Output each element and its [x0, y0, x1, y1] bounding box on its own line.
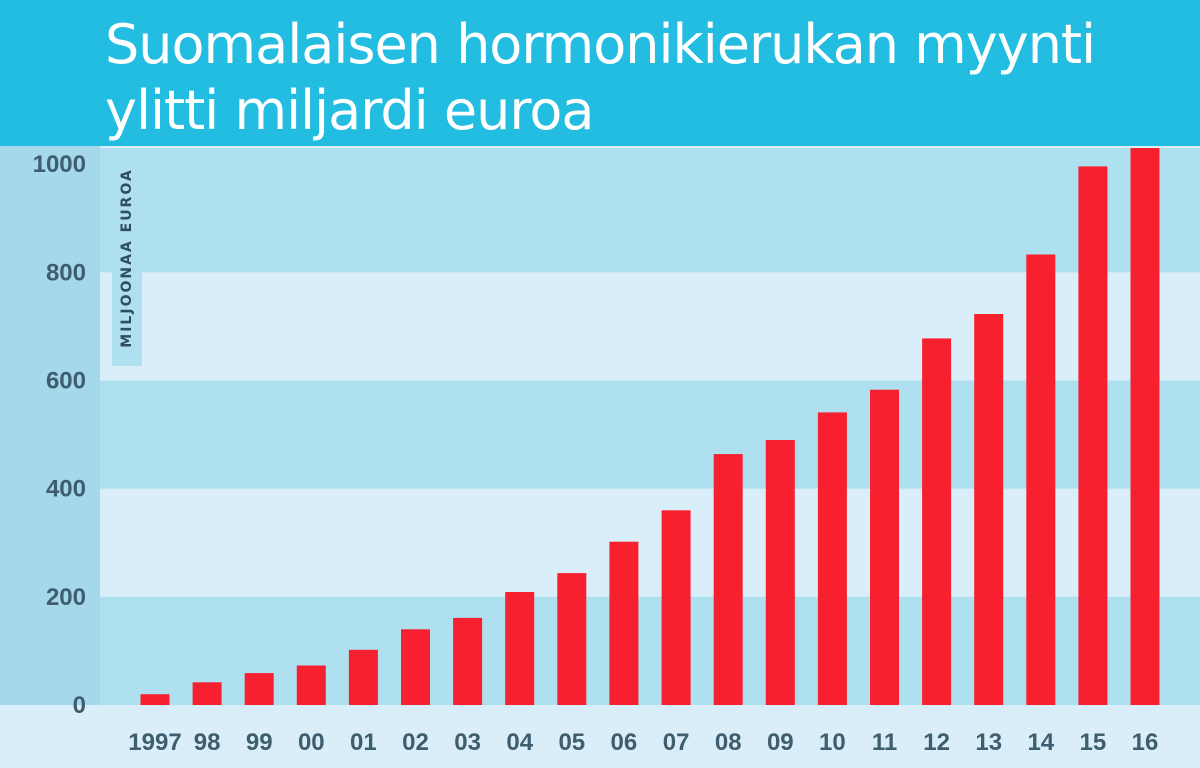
x-axis-strip — [0, 705, 1200, 768]
bar-04 — [505, 592, 535, 705]
x-tick-10: 10 — [819, 729, 846, 756]
bar-03 — [453, 617, 483, 705]
bar-06 — [609, 541, 639, 705]
chart-title: Suomalaisen hormonikierukan myynti ylitti… — [105, 12, 1096, 144]
x-tick-14: 14 — [1027, 729, 1054, 756]
x-tick-16: 16 — [1132, 729, 1159, 756]
x-tick-99: 99 — [246, 729, 273, 756]
title-bar: Suomalaisen hormonikierukan myynti ylitti… — [0, 0, 1200, 146]
y-axis-label: MILJOONAA EUROA — [119, 168, 135, 347]
bar-99 — [244, 673, 274, 705]
x-tick-03: 03 — [454, 729, 481, 756]
x-tick-11: 11 — [872, 729, 897, 756]
bar-15 — [1078, 166, 1108, 705]
chart-title-text: Suomalaisen hormonikierukan myynti ylitti… — [105, 13, 1096, 142]
x-tick-00: 00 — [298, 729, 325, 756]
y-axis-label-group: MILJOONAA EUROA — [112, 150, 142, 366]
bar-09 — [765, 440, 795, 705]
y-axis-background — [0, 146, 100, 705]
grid-bands — [0, 146, 1200, 768]
x-tick-06: 06 — [611, 729, 638, 756]
bar-13 — [974, 314, 1004, 705]
x-tick-15: 15 — [1080, 729, 1107, 756]
bar-1997 — [140, 694, 170, 705]
x-tick-13: 13 — [975, 729, 1002, 756]
x-tick-07: 07 — [663, 729, 690, 756]
bar-11 — [870, 389, 899, 705]
chart-title-line-2: ylitti miljardi euroa — [105, 79, 594, 142]
y-tick-600: 600 — [46, 368, 86, 395]
x-tick-1997: 1997 — [128, 729, 181, 756]
y-tick-800: 800 — [46, 259, 86, 286]
bar-98 — [192, 682, 222, 705]
x-tick-98: 98 — [194, 729, 221, 756]
bar-02 — [401, 629, 430, 705]
grid-band-0 — [0, 148, 1200, 273]
y-tick-labels: 0 200 400 600 800 1000 — [33, 151, 86, 719]
x-tick-05: 05 — [558, 729, 585, 756]
bar-10 — [817, 412, 847, 705]
x-tick-04: 04 — [506, 729, 533, 756]
bar-05 — [557, 573, 587, 705]
y-axis-panel — [0, 146, 100, 705]
y-axis-label-box — [112, 150, 142, 366]
bar-16 — [1130, 148, 1160, 705]
bars — [140, 148, 1160, 705]
bar-07 — [661, 510, 691, 705]
chart-title-line-1: Suomalaisen hormonikierukan myynti — [105, 13, 1096, 76]
bar-08 — [713, 454, 743, 705]
x-tick-02: 02 — [402, 729, 429, 756]
x-tick-08: 08 — [715, 729, 742, 756]
x-tick-01: 01 — [350, 729, 377, 756]
grid-band-1 — [0, 380, 1200, 489]
y-tick-400: 400 — [46, 476, 86, 503]
bar-12 — [922, 338, 952, 705]
y-tick-0: 0 — [73, 692, 86, 719]
bar-14 — [1026, 254, 1056, 705]
x-tick-labels: 1997 98 99 00 01 02 03 04 05 06 07 08 09 10 11 12 13 14 15… — [128, 729, 1158, 756]
bar-00 — [296, 665, 326, 705]
y-tick-200: 200 — [46, 584, 86, 611]
x-tick-12: 12 — [923, 729, 950, 756]
x-tick-09: 09 — [767, 729, 794, 756]
grid-band-2 — [0, 596, 1200, 705]
bar-01 — [348, 649, 378, 705]
y-tick-1000: 1000 — [33, 151, 86, 178]
